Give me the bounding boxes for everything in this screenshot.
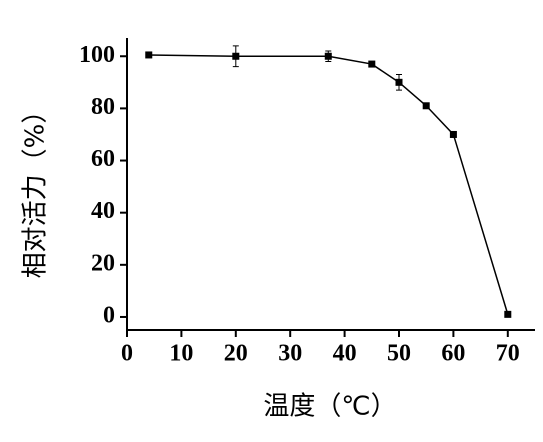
data-point <box>232 52 240 60</box>
x-tick-label: 20 <box>224 341 248 367</box>
y-axis-title: 相对活力（%） <box>21 98 51 279</box>
data-point <box>395 78 403 86</box>
x-tick-label: 0 <box>121 341 133 367</box>
data-point <box>324 52 332 60</box>
y-tick-label: 60 <box>91 146 115 172</box>
data-point <box>368 60 376 68</box>
y-tick-label: 0 <box>103 302 115 328</box>
data-point <box>145 51 153 59</box>
y-tick-label: 40 <box>91 198 115 224</box>
x-tick-label: 60 <box>441 341 465 367</box>
data-point <box>504 310 512 318</box>
x-tick-label: 40 <box>333 341 357 367</box>
y-tick-label: 80 <box>91 94 115 120</box>
data-point <box>449 130 457 138</box>
x-tick-label: 70 <box>496 341 520 367</box>
y-tick-label: 20 <box>91 250 115 276</box>
x-tick-label: 30 <box>278 341 302 367</box>
x-tick-label: 10 <box>169 341 193 367</box>
x-tick-label: 50 <box>387 341 411 367</box>
y-tick-label: 100 <box>79 42 115 68</box>
data-point <box>422 102 430 110</box>
data-line <box>148 54 509 315</box>
x-axis-title: 温度（℃） <box>263 392 396 422</box>
